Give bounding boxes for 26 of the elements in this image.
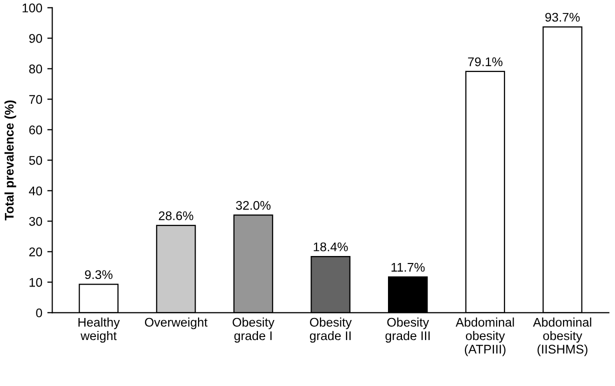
data-label: 93.7% — [545, 12, 580, 22]
x-tick-label: Overweight — [144, 318, 208, 330]
x-tick-label: Abdominal obesity (ATPIII) — [456, 318, 514, 356]
y-tick-label: 10 — [30, 278, 42, 287]
x-tick-label: Obesity grade II — [310, 318, 352, 343]
data-label: 32.0% — [236, 200, 271, 210]
x-tick-label: Abdominal obesity (IISHMS) — [532, 318, 592, 356]
x-tick-label: Healthy weight — [78, 318, 120, 343]
y-axis-title: Total prevalence (%) — [4, 100, 16, 220]
y-tick-label: 100 — [22, 4, 42, 12]
x-tick-label: Obesity grade III — [385, 318, 430, 343]
y-tick-label: 40 — [28, 186, 42, 196]
y-tick-label: 20 — [29, 247, 42, 256]
data-label: 28.6% — [158, 211, 194, 220]
data-label: 79.1% — [468, 57, 502, 66]
data-label: 9.3% — [84, 270, 112, 280]
y-tick-label: 90 — [29, 34, 42, 43]
x-tick-label: Obesity grade I — [232, 318, 274, 343]
y-tick-label: 0 — [36, 308, 42, 318]
data-label: 18.4% — [314, 242, 348, 252]
y-tick-label: 30 — [29, 216, 42, 226]
y-tick-label: 60 — [29, 125, 42, 134]
y-tick-label: 50 — [29, 156, 42, 165]
y-tick-label: 70 — [29, 95, 42, 104]
y-tick-label: 80 — [29, 64, 42, 74]
data-label: 11.7% — [392, 262, 425, 272]
